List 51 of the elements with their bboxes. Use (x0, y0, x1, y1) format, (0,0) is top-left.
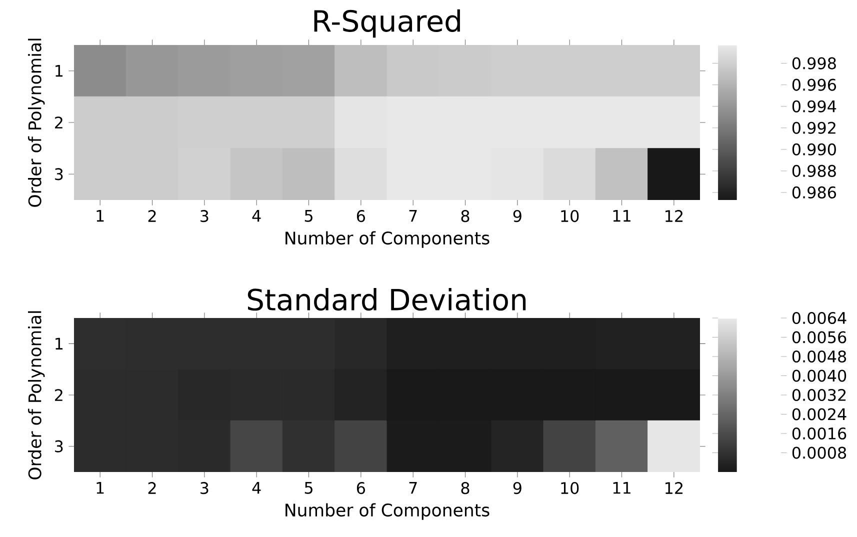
x-tick-label: 6 (356, 210, 365, 222)
x-tick-label: 7 (409, 210, 417, 222)
color-bar-label: 0.0016 (792, 427, 846, 440)
color-bar-label: 0.0064 (792, 312, 846, 324)
y-axis-title: Order of Polynomial (28, 38, 45, 207)
x-axis-title: Number of Components (286, 503, 490, 520)
y-tick-label: 1 (56, 65, 62, 77)
color-bar-label: 0.994 (792, 100, 836, 112)
x-tick-label: 1 (96, 482, 104, 494)
y-tick-label: 1 (56, 338, 62, 350)
x-tick-label: 2 (148, 210, 156, 222)
x-tick-label: 12 (666, 210, 682, 222)
x-tick-label: 9 (513, 210, 522, 222)
x-tick-label: 1 (96, 210, 104, 222)
y-tick-label: 2 (55, 389, 62, 401)
x-tick-label: 3 (200, 482, 208, 494)
x-tick-label: 11 (613, 210, 630, 222)
color-bar-label: 0.992 (792, 122, 836, 134)
color-bar-label: 0.0024 (792, 408, 846, 420)
x-tick-label: 9 (513, 482, 522, 494)
x-axis-title: Number of Components (286, 231, 490, 248)
x-tick-label: 8 (461, 482, 470, 494)
color-bar-label: 0.996 (792, 78, 836, 91)
x-tick-label: 10 (561, 210, 579, 222)
y-axis-title: Order of Polynomial (28, 311, 45, 480)
x-tick-label: 6 (356, 482, 365, 494)
x-tick-label: 10 (561, 482, 579, 494)
x-tick-label: 4 (252, 210, 261, 222)
x-tick-label: 4 (252, 482, 261, 494)
color-bar-label: 0.0048 (792, 350, 846, 363)
y-tick-label: 2 (55, 116, 62, 128)
x-tick-label: 2 (148, 482, 156, 494)
x-tick-label: 7 (409, 482, 417, 494)
color-bar-label: 0.988 (792, 164, 836, 177)
x-tick-label: 5 (304, 210, 312, 222)
color-bar-label: 0.0032 (792, 388, 846, 402)
x-tick-label: 8 (461, 210, 470, 222)
y-tick-label: 3 (55, 440, 63, 452)
color-bar-label: 0.0056 (792, 331, 846, 344)
x-tick-label: 5 (304, 482, 312, 494)
chart-title: R-Squared (314, 9, 460, 38)
x-tick-label: 11 (613, 482, 630, 494)
color-bar-label: 0.0008 (792, 446, 846, 459)
chart-title: Standard Deviation (248, 288, 526, 311)
color-bar-label: 0.998 (792, 57, 836, 70)
color-bar-label: 0.990 (792, 143, 836, 156)
x-tick-label: 12 (666, 482, 682, 494)
color-bar-label: 0.986 (792, 186, 836, 198)
y-tick-label: 3 (55, 168, 63, 180)
x-tick-label: 3 (200, 210, 208, 222)
color-bar-label: 0.0040 (792, 370, 846, 382)
